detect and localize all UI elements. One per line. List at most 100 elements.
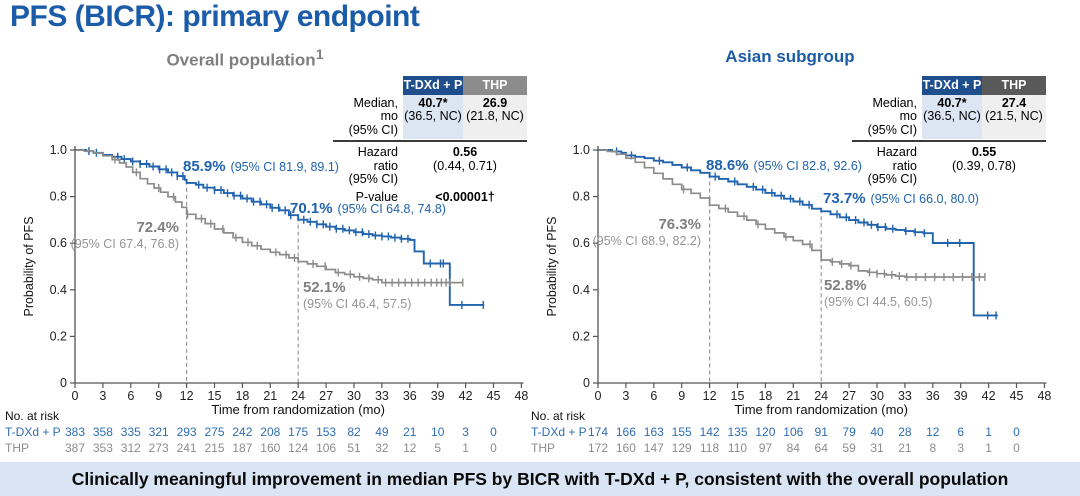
median-ci-tdxd: (36.5, NC): [404, 109, 462, 123]
landmark-annotation-pct: 52.8%: [824, 277, 867, 294]
at-risk-count: 21: [898, 441, 912, 455]
at-risk-count: 353: [93, 441, 113, 455]
median-thp: 26.9: [482, 95, 508, 110]
panel-title-overall: Overall population1: [95, 47, 395, 71]
median-value-thp: 26.9 (21.8, NC): [463, 94, 527, 139]
axes: 00.20.40.60.81.00 3 6 9 12 15 18 21 24 27 30 33 36 39…: [573, 143, 1052, 403]
at-risk-count: 32: [375, 441, 389, 455]
hr-ci-label: (95% CI): [348, 172, 398, 186]
svg-text:39: 39: [954, 389, 968, 403]
landmark-annotation-ci: (95% CI 44.5, 60.5): [824, 295, 932, 309]
table-divider: [333, 140, 527, 142]
svg-text:30: 30: [870, 389, 884, 403]
conclusion-banner: Clinically meaningful improvement in med…: [0, 462, 1080, 496]
svg-text:36: 36: [926, 389, 940, 403]
svg-text:39: 39: [431, 389, 445, 403]
svg-text:1.0: 1.0: [50, 143, 67, 157]
at-risk-count: 118: [700, 441, 719, 455]
at-risk-row-name-thp: THP: [5, 441, 29, 455]
at-risk-row-name-thp: THP: [531, 441, 555, 455]
svg-text:45: 45: [1010, 389, 1024, 403]
median-value-tdxd: 40.7* (36.5, NC): [403, 94, 463, 139]
landmark-annotation-pct: 52.1%: [303, 279, 346, 296]
svg-text:3: 3: [622, 389, 629, 403]
svg-text:1.0: 1.0: [573, 143, 590, 157]
pvalue-value: <0.00001†: [403, 189, 527, 207]
panel-title-overall-footnote-marker: 1: [315, 47, 324, 63]
at-risk-count: 31: [870, 441, 884, 455]
at-risk-count: 160: [260, 441, 280, 455]
censor-ticks-thp: [114, 155, 464, 287]
median-ci-thp: (21.5, NC): [985, 109, 1043, 123]
at-risk-count: 3: [462, 425, 469, 439]
at-risk-count: 97: [759, 441, 773, 455]
svg-text:24: 24: [291, 389, 305, 403]
at-risk-count: 84: [787, 441, 801, 455]
median-tdxd: 40.7*: [937, 95, 967, 110]
svg-text:6: 6: [650, 389, 657, 403]
at-risk-count: 275: [204, 425, 224, 439]
svg-text:30: 30: [347, 389, 361, 403]
at-risk-count: 0: [490, 441, 497, 455]
svg-text:0.4: 0.4: [50, 283, 67, 297]
at-risk-count: 187: [232, 441, 252, 455]
svg-text:33: 33: [375, 389, 389, 403]
svg-text:21: 21: [263, 389, 277, 403]
at-risk-count: 147: [644, 441, 664, 455]
pvalue-number: <0.00001†: [435, 189, 495, 204]
at-risk-count: 135: [727, 425, 747, 439]
svg-text:48: 48: [1037, 389, 1051, 403]
panel-title-asian: Asian subgroup: [640, 47, 940, 67]
at-risk-count: 10: [431, 425, 445, 439]
at-risk-count: 64: [815, 441, 829, 455]
svg-text:0.6: 0.6: [50, 236, 67, 250]
svg-text:15: 15: [208, 389, 222, 403]
svg-text:18: 18: [758, 389, 772, 403]
median-ci-thp: (21.8, NC): [466, 109, 524, 123]
svg-text:9: 9: [155, 389, 162, 403]
at-risk-count: 8: [929, 441, 936, 455]
median-tdxd: 40.7*: [418, 95, 448, 110]
at-risk-count: 175: [288, 425, 308, 439]
svg-text:6: 6: [127, 389, 134, 403]
median-thp: 27.4: [1001, 95, 1027, 110]
at-risk-count: 49: [375, 425, 389, 439]
at-risk-count: 40: [870, 425, 884, 439]
landmark-annotation-pct: 72.4%: [136, 219, 179, 236]
hr-number: 0.56: [452, 145, 478, 159]
median-row-label: Median, mo (95% CI): [852, 95, 922, 140]
hr-label: Hazard ratio: [357, 145, 398, 173]
at-risk-count: 12: [926, 425, 940, 439]
svg-text:0: 0: [583, 376, 590, 390]
median-value-tdxd: 40.7* (36.5, NC): [922, 94, 982, 139]
at-risk-count: 1: [462, 441, 469, 455]
hr-row-label: Hazard ratio (95% CI): [333, 144, 403, 189]
landmark-annotation: 73.7% (95% CI 66.0, 80.0): [823, 190, 979, 207]
svg-text:21: 21: [786, 389, 800, 403]
at-risk-count: 21: [403, 425, 417, 439]
svg-text:0.4: 0.4: [573, 283, 590, 297]
at-risk-count: 241: [177, 441, 197, 455]
at-risk-count: 155: [672, 425, 692, 439]
svg-text:9: 9: [678, 389, 685, 403]
km-chart-overall: 00.20.40.60.81.00 3 6 9 12 15 18 21 24 27 30 33 36 39…: [5, 143, 528, 455]
landmark-annotation: 88.6% (95% CI 82.8, 92.6): [706, 157, 862, 174]
at-risk-count: 387: [65, 441, 85, 455]
column-header-tdxd: T-DXd + P: [403, 76, 463, 95]
km-chart-asian: 00.20.40.60.81.00 3 6 9 12 15 18 21 24 27 30 33 36 39…: [531, 143, 1051, 455]
at-risk-count: 124: [288, 441, 308, 455]
svg-text:36: 36: [403, 389, 417, 403]
at-risk-row-name-tdxd: T-DXd + P: [531, 425, 587, 439]
at-risk-count: 91: [815, 425, 829, 439]
at-risk-count: 82: [347, 425, 361, 439]
median-label: Median, mo: [353, 95, 398, 123]
at-risk-row-name-tdxd: T-DXd + P: [5, 425, 61, 439]
at-risk-count: 0: [1013, 441, 1020, 455]
landmark-annotation: 70.1% (95% CI 64.8, 74.8): [290, 200, 446, 217]
svg-text:0: 0: [60, 376, 67, 390]
at-risk-count: 28: [898, 425, 912, 439]
table-divider: [852, 140, 1046, 142]
svg-text:3: 3: [99, 389, 106, 403]
